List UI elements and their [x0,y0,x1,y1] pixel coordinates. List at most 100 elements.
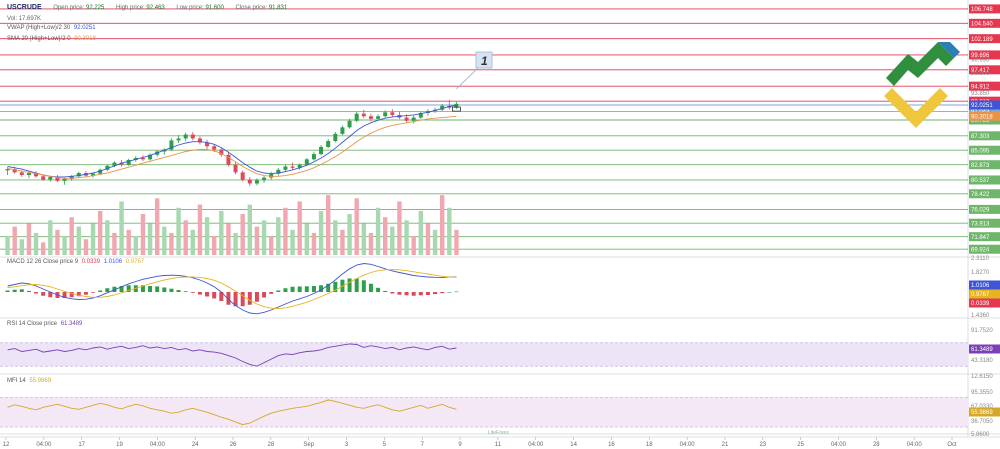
time-axis-label: 9 [458,442,462,448]
volume-bar [390,226,395,255]
volume-bar [404,220,409,255]
support-level-label: 85.095 [971,148,990,154]
time-axis-label: 04:00 [680,442,696,448]
vwap-legend[interactable]: VWAP (High+Low)/2 30 92.0251 [7,25,96,31]
macd-tag [969,280,1000,290]
volume-bar [40,242,46,255]
time-axis-label: 04:00 [36,442,52,448]
annotation-label: 1 [481,54,488,68]
macd-histogram-bar [34,292,39,294]
time-axis-label: 3 [345,442,349,448]
macd-histogram-bar [390,292,395,294]
candle-body [226,154,231,165]
candle-body [368,116,373,119]
sma-legend[interactable]: SMA 20 (High+Low)/2 0 90.3018 [7,36,96,42]
macd-histogram-bar [283,288,288,292]
time-axis-label: Oct [947,442,957,448]
mfi-legend-label: MFI 14 [7,378,26,384]
volume-bar [90,223,96,255]
volume-bar [55,229,60,255]
volume-value: 17.697K [18,16,42,22]
mfi-tick-label: 5.8600 [971,432,990,438]
candle-body [240,172,245,180]
watermark-text: LiteForex [488,430,509,436]
rsi-tick-label: 91.7520 [971,328,993,334]
low-value: 91.600 [205,5,224,11]
candle-body [169,140,174,150]
macd-legend[interactable]: MACD 12 26 Close price 9 0.0339 1.0106 0… [7,259,144,265]
mfi-tick-label: 95.3550 [971,390,993,396]
volume-bar [69,217,74,255]
volume-bar [83,239,89,255]
macd-histogram-bar [62,292,67,298]
rsi-legend[interactable]: RSI 14 Close price 61.3489 [7,321,82,327]
candle-body [55,176,60,181]
candle-body [62,178,67,181]
macd-histogram-bar [226,292,231,305]
resistance-level-label: 104.540 [971,22,993,28]
macd-histogram-bar [433,292,438,295]
volume-bar [133,236,139,255]
macd-histogram-bar [126,285,131,292]
open-value: 92.225 [86,5,105,11]
candle-body [404,117,409,121]
candle-body [69,176,74,179]
volume-bar [197,204,203,255]
macd-histogram-bar [304,286,309,292]
support-level-tag [969,189,1000,199]
rsi-tick-label: 43.3180 [971,358,993,364]
macd-histogram-bar [119,286,124,292]
time-axis-label: 23 [759,442,766,448]
macd-histogram-bar [447,292,452,293]
signal-line [7,269,457,309]
resistance-level-tag [969,50,1000,60]
candle-body [361,113,366,117]
volume-bar [290,229,295,255]
rsi-legend-value: 61.3489 [60,321,83,327]
volume-bar [240,214,245,255]
candle-body [418,112,423,118]
volume-bar [340,229,345,255]
volume-bar [325,195,331,255]
low-label: Low price: [176,5,204,11]
volume-bar [19,239,25,255]
macd-histogram-bar [368,283,373,292]
mfi-legend[interactable]: MFI 14 55.9869 [7,378,51,384]
time-axis-label: 26 [230,442,237,448]
macd-histogram-bar [48,292,53,298]
liteforex-logo [884,42,960,128]
time-axis-label: 04:00 [150,442,166,448]
volume-bar [375,207,381,255]
volume-bar [411,236,416,255]
macd-histogram-bar [418,292,423,296]
time-axis-label: 04:00 [831,442,847,448]
support-level-label: 73.913 [971,221,990,227]
candle-body [276,169,281,174]
macd-histogram-bar [169,288,174,292]
candle-body [262,177,267,181]
volume-bar [397,201,402,255]
macd-histogram-bar [326,283,331,292]
time-axis-label: 17 [78,442,85,448]
macd-histogram-bar [240,292,245,307]
volume-bar [311,232,317,255]
macd-histogram-bar [276,290,281,292]
chart-header: USCRUDE Open price: 92.225 High price: 9… [7,2,287,25]
support-level-tag [969,131,1000,141]
open-label: Open price: [53,5,85,11]
candle-body [454,103,459,108]
candle-body [212,146,217,150]
mfi-tick-label: 67.0330 [971,404,993,410]
volume-bar [190,229,196,255]
volume-bar [183,220,188,255]
macd-tick-label: 2.3110 [971,256,990,262]
time-axis-label: 28 [268,442,275,448]
macd-histogram-bar [404,292,409,296]
annotation-box [475,51,493,69]
price-tick-label: 93.850 [971,91,990,97]
macd-histogram-bar [297,286,302,292]
rsi-line [7,343,457,367]
time-axis-label: 04:00 [907,442,923,448]
candle-body [5,169,10,171]
